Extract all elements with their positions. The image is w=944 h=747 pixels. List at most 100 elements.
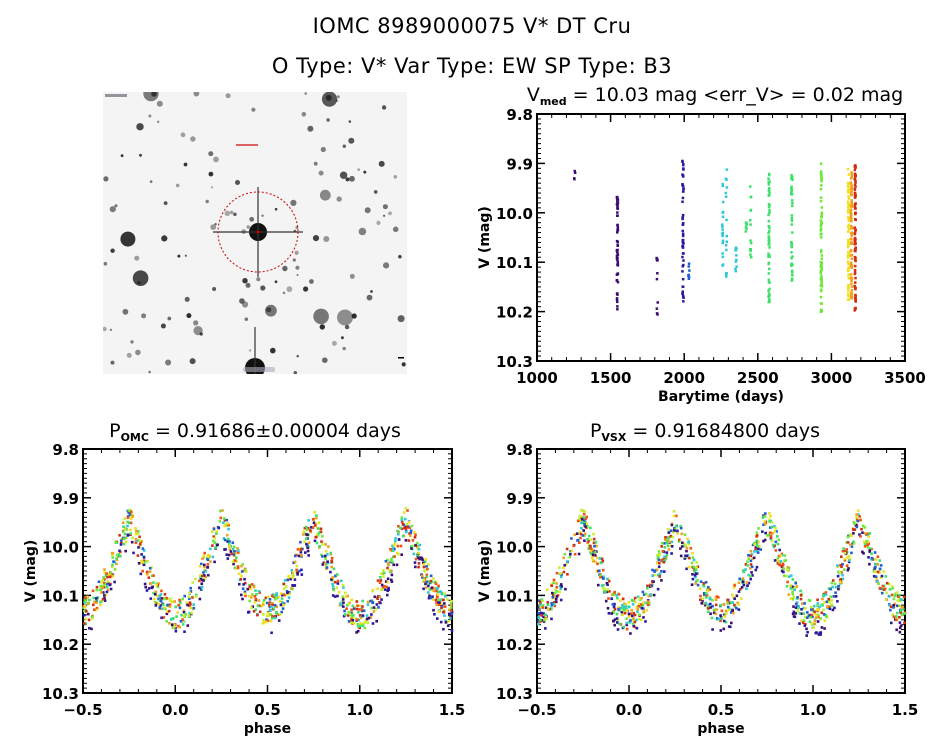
data-point (847, 262, 851, 266)
lightcurve-axes: 1000 1500 2000 2500 3000 35009.89.910.010.110… (477, 106, 926, 405)
data-point (428, 588, 432, 591)
star (282, 265, 288, 272)
data-point (123, 532, 127, 536)
data-point (678, 538, 681, 542)
data-point (207, 553, 210, 557)
data-point (240, 574, 243, 578)
data-point (682, 259, 685, 262)
data-point (670, 552, 673, 555)
data-point (130, 540, 134, 544)
data-point (635, 626, 639, 630)
data-point (163, 593, 167, 596)
data-point (810, 622, 814, 625)
data-point (91, 617, 94, 620)
data-point (769, 515, 772, 518)
data-point (722, 200, 725, 204)
star (282, 291, 286, 295)
data-point (810, 613, 814, 617)
data-point (127, 509, 131, 512)
data-point (660, 570, 663, 573)
y-tick-label: 10.3 (496, 685, 533, 703)
data-point (888, 595, 891, 598)
data-point (152, 574, 155, 577)
data-point (111, 574, 115, 578)
data-point (277, 619, 281, 622)
data-point (737, 603, 741, 606)
star (383, 214, 386, 217)
data-point (227, 527, 230, 531)
data-point (347, 620, 351, 623)
data-point (603, 590, 606, 593)
data-point (199, 588, 203, 591)
data-point (331, 576, 334, 579)
data-point (685, 546, 689, 550)
data-point (587, 534, 591, 538)
data-point (704, 591, 708, 595)
data-point (105, 585, 109, 589)
data-point (895, 615, 898, 618)
data-point (790, 223, 793, 226)
data-point (786, 566, 790, 569)
data-point (139, 540, 142, 544)
data-point (656, 272, 659, 275)
star (401, 362, 406, 367)
data-point (850, 218, 853, 221)
data-point (400, 527, 404, 531)
data-point (648, 583, 652, 587)
data-point (546, 600, 550, 604)
data-point (143, 582, 147, 586)
data-point (847, 204, 851, 207)
data-point (791, 597, 795, 601)
data-point (897, 604, 901, 607)
data-point (407, 521, 411, 524)
data-point (301, 547, 304, 551)
data-point (615, 617, 619, 620)
data-point (134, 527, 137, 530)
data-point (895, 591, 899, 594)
data-point (885, 581, 889, 585)
lightcurve-title: Vmed = 10.03 mag <err_V> = 0.02 mag (490, 84, 940, 108)
data-point (767, 262, 770, 266)
data-point (640, 606, 644, 610)
data-point (555, 590, 559, 593)
star (193, 92, 200, 97)
data-point (680, 532, 684, 536)
star (212, 287, 217, 291)
data-point (553, 580, 556, 583)
data-point (244, 581, 247, 585)
data-point (254, 597, 258, 601)
data-point (849, 533, 852, 536)
data-point (622, 605, 626, 609)
data-point (615, 195, 619, 199)
data-point (878, 571, 881, 574)
data-point (685, 554, 689, 558)
x-tick-label: −0.5 (517, 701, 556, 719)
data-point (791, 204, 794, 208)
star (349, 273, 355, 279)
data-point (850, 227, 854, 230)
data-point (819, 295, 823, 299)
data-point (601, 568, 605, 572)
data-point (434, 582, 438, 586)
data-point (836, 574, 840, 578)
data-point (370, 606, 373, 610)
data-point (819, 187, 823, 191)
data-point (361, 605, 364, 608)
data-point (306, 549, 310, 553)
data-point (806, 630, 809, 634)
data-point (552, 603, 556, 606)
data-point (589, 544, 592, 548)
data-point (131, 515, 134, 518)
data-point (696, 583, 700, 587)
data-point (387, 563, 390, 566)
data-point (767, 252, 770, 255)
data-point (248, 583, 251, 587)
data-point (847, 219, 851, 222)
data-point (330, 565, 333, 569)
data-point (305, 533, 308, 536)
data-point (437, 584, 440, 588)
data-point (616, 308, 619, 311)
data-point (780, 564, 784, 568)
data-point (850, 220, 853, 223)
data-point (309, 529, 312, 532)
